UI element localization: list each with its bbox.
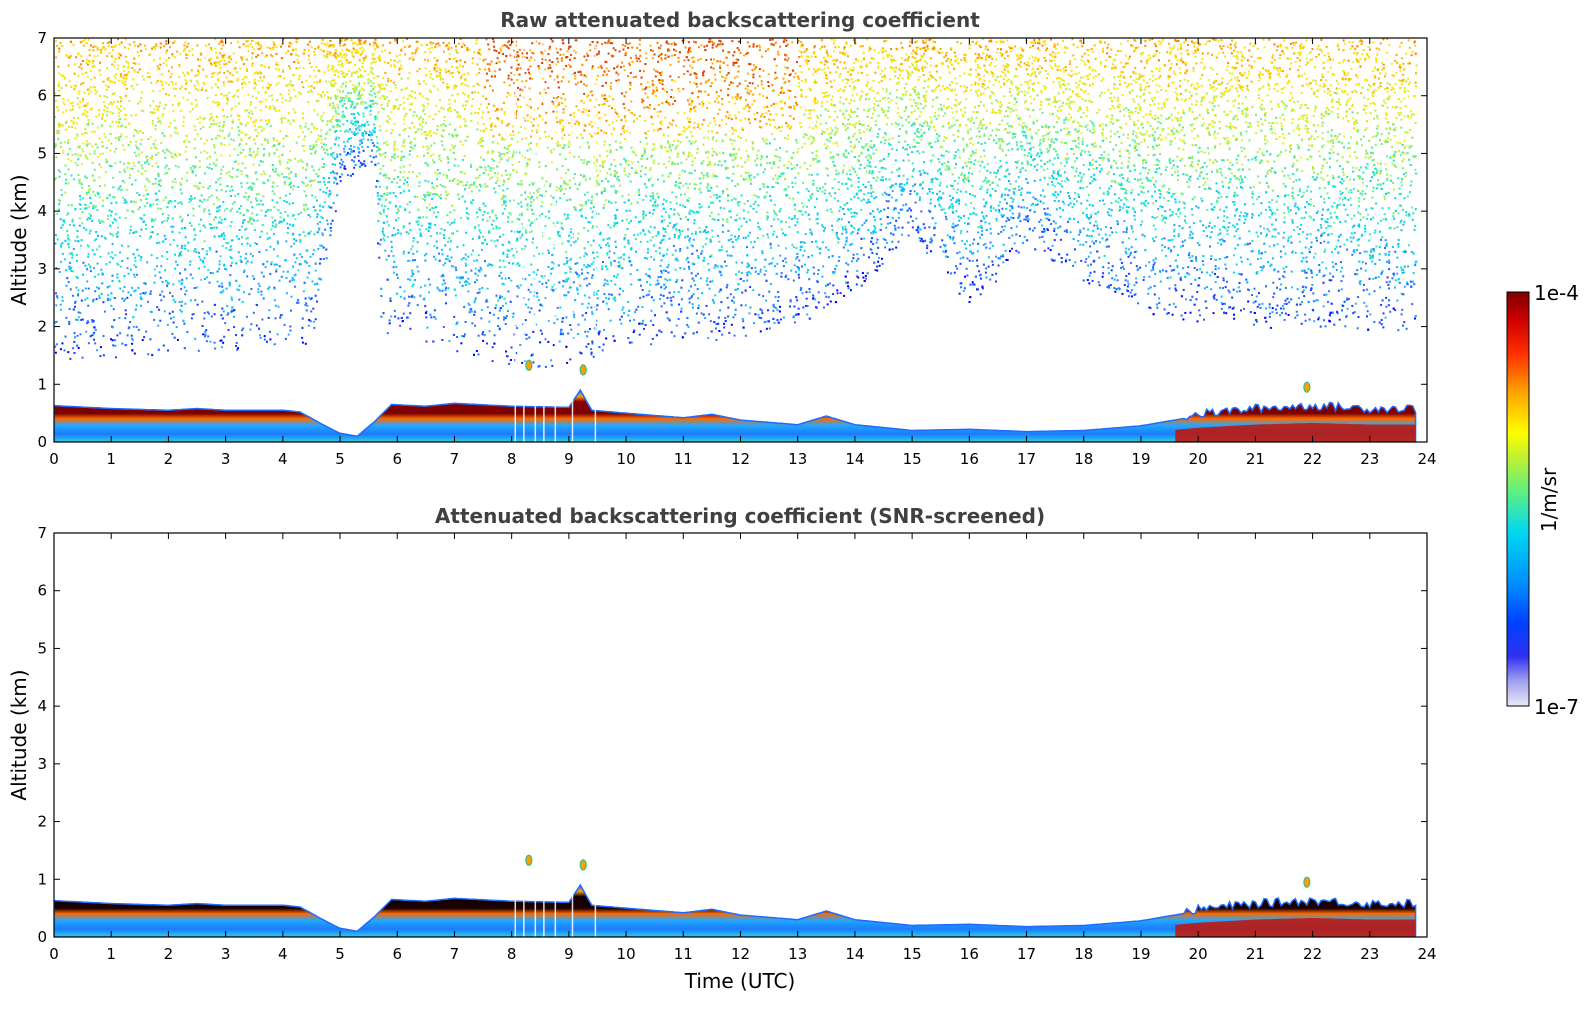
colorbar-gradient (1506, 291, 1530, 707)
y-tick-label: 3 (37, 755, 47, 773)
x-tick-label: 15 (903, 450, 922, 468)
x-tick-label: 17 (1017, 945, 1036, 963)
x-tick-label: 2 (164, 450, 174, 468)
x-tick-label: 11 (674, 450, 693, 468)
y-tick-label: 7 (37, 524, 47, 542)
x-axis-label: Time (UTC) (684, 969, 796, 993)
x-tick-label: 20 (1189, 450, 1208, 468)
y-tick-label: 6 (37, 87, 47, 105)
elevated-return (525, 854, 533, 866)
x-tick-label: 21 (1246, 450, 1265, 468)
y-tick-label: 3 (37, 260, 47, 278)
x-tick-label: 9 (564, 945, 574, 963)
x-tick-label: 13 (788, 945, 807, 963)
x-tick-label: 10 (617, 450, 636, 468)
x-tick-label: 12 (731, 450, 750, 468)
x-tick-label: 13 (788, 450, 807, 468)
elevated-return (1303, 876, 1311, 888)
screened-features (525, 854, 1311, 888)
x-tick-label: 6 (392, 945, 402, 963)
x-tick-label: 8 (507, 450, 517, 468)
x-tick-label: 5 (335, 945, 345, 963)
colorbar-max-label: 1e-4 (1534, 281, 1579, 305)
x-tick-label: 23 (1360, 945, 1379, 963)
y-tick-label: 6 (37, 582, 47, 600)
y-tick-label: 2 (37, 813, 47, 831)
x-tick-label: 0 (49, 945, 59, 963)
y-tick-label: 4 (37, 202, 47, 220)
x-tick-label: 20 (1189, 945, 1208, 963)
raw-boundary-layer (54, 359, 1417, 442)
x-tick-label: 18 (1074, 945, 1093, 963)
x-tick-label: 12 (731, 945, 750, 963)
x-tick-label: 1 (106, 450, 116, 468)
raw-noise-field (54, 38, 1418, 442)
x-tick-label: 11 (674, 945, 693, 963)
x-tick-label: 18 (1074, 450, 1093, 468)
y-tick-label: 5 (37, 639, 47, 657)
x-tick-label: 16 (960, 450, 979, 468)
x-tick-label: 0 (49, 450, 59, 468)
x-tick-label: 19 (1131, 945, 1150, 963)
x-tick-label: 23 (1360, 450, 1379, 468)
screened-panel-title: Attenuated backscattering coefficient (S… (435, 504, 1045, 528)
screened-plot-frame (53, 532, 1428, 938)
x-tick-label: 10 (617, 945, 636, 963)
x-tick-label: 19 (1131, 450, 1150, 468)
elevated-return (1303, 381, 1311, 393)
y-tick-label: 2 (37, 318, 47, 336)
y-tick-label: 5 (37, 144, 47, 162)
x-tick-label: 8 (507, 945, 517, 963)
x-tick-label: 7 (450, 450, 460, 468)
x-tick-label: 4 (278, 945, 288, 963)
y-tick-label: 1 (37, 375, 47, 393)
x-tick-label: 17 (1017, 450, 1036, 468)
raw-y-axis-label: Altitude (km) (7, 174, 31, 305)
colorbar-min-label: 1e-7 (1534, 695, 1579, 719)
x-tick-label: 24 (1417, 450, 1436, 468)
y-tick-label: 4 (37, 697, 47, 715)
x-tick-label: 1 (106, 945, 116, 963)
x-tick-label: 14 (845, 945, 864, 963)
elevated-return (579, 859, 587, 871)
x-tick-label: 15 (903, 945, 922, 963)
screened-backscatter-panel: Attenuated backscattering coefficient (S… (7, 504, 1437, 993)
x-tick-label: 7 (450, 945, 460, 963)
colorbar-unit-label: 1/m/sr (1537, 467, 1561, 532)
x-tick-label: 3 (221, 945, 231, 963)
x-tick-label: 24 (1417, 945, 1436, 963)
screened-x-ticks: 0 1 2 3 4 5 6 7 8 9 10 11 12 13 14 15 16 17 18 19 20 21 22 23 24 (49, 533, 1437, 963)
x-tick-label: 9 (564, 450, 574, 468)
x-tick-label: 16 (960, 945, 979, 963)
x-tick-label: 22 (1303, 945, 1322, 963)
x-tick-label: 5 (335, 450, 345, 468)
raw-x-ticks: 0 1 2 3 4 5 6 7 8 9 10 11 12 13 14 15 16 17 18 19 20 21 22 23 24 (49, 38, 1437, 468)
screened-boundary-layer (54, 883, 1417, 937)
y-tick-label: 0 (37, 433, 47, 451)
colorbar: 1e-4 1e-7 1/m/sr (1506, 281, 1579, 719)
x-tick-label: 22 (1303, 450, 1322, 468)
x-tick-label: 21 (1246, 945, 1265, 963)
raw-y-ticks: 0 1 2 3 4 5 6 7 (37, 29, 1427, 451)
elevated-return (579, 364, 587, 376)
x-tick-label: 4 (278, 450, 288, 468)
screened-y-axis-label: Altitude (km) (7, 669, 31, 800)
x-tick-label: 6 (392, 450, 402, 468)
y-tick-label: 7 (37, 29, 47, 47)
raw-backscatter-panel: Raw attenuated backscattering coefficien… (7, 8, 1437, 468)
x-tick-label: 14 (845, 450, 864, 468)
y-tick-label: 0 (37, 928, 47, 946)
x-tick-label: 3 (221, 450, 231, 468)
screened-y-ticks: 0 1 2 3 4 5 6 7 (37, 524, 1427, 946)
raw-panel-title: Raw attenuated backscattering coefficien… (500, 8, 980, 32)
y-tick-label: 1 (37, 870, 47, 888)
elevated-return (525, 359, 533, 371)
x-tick-label: 2 (164, 945, 174, 963)
